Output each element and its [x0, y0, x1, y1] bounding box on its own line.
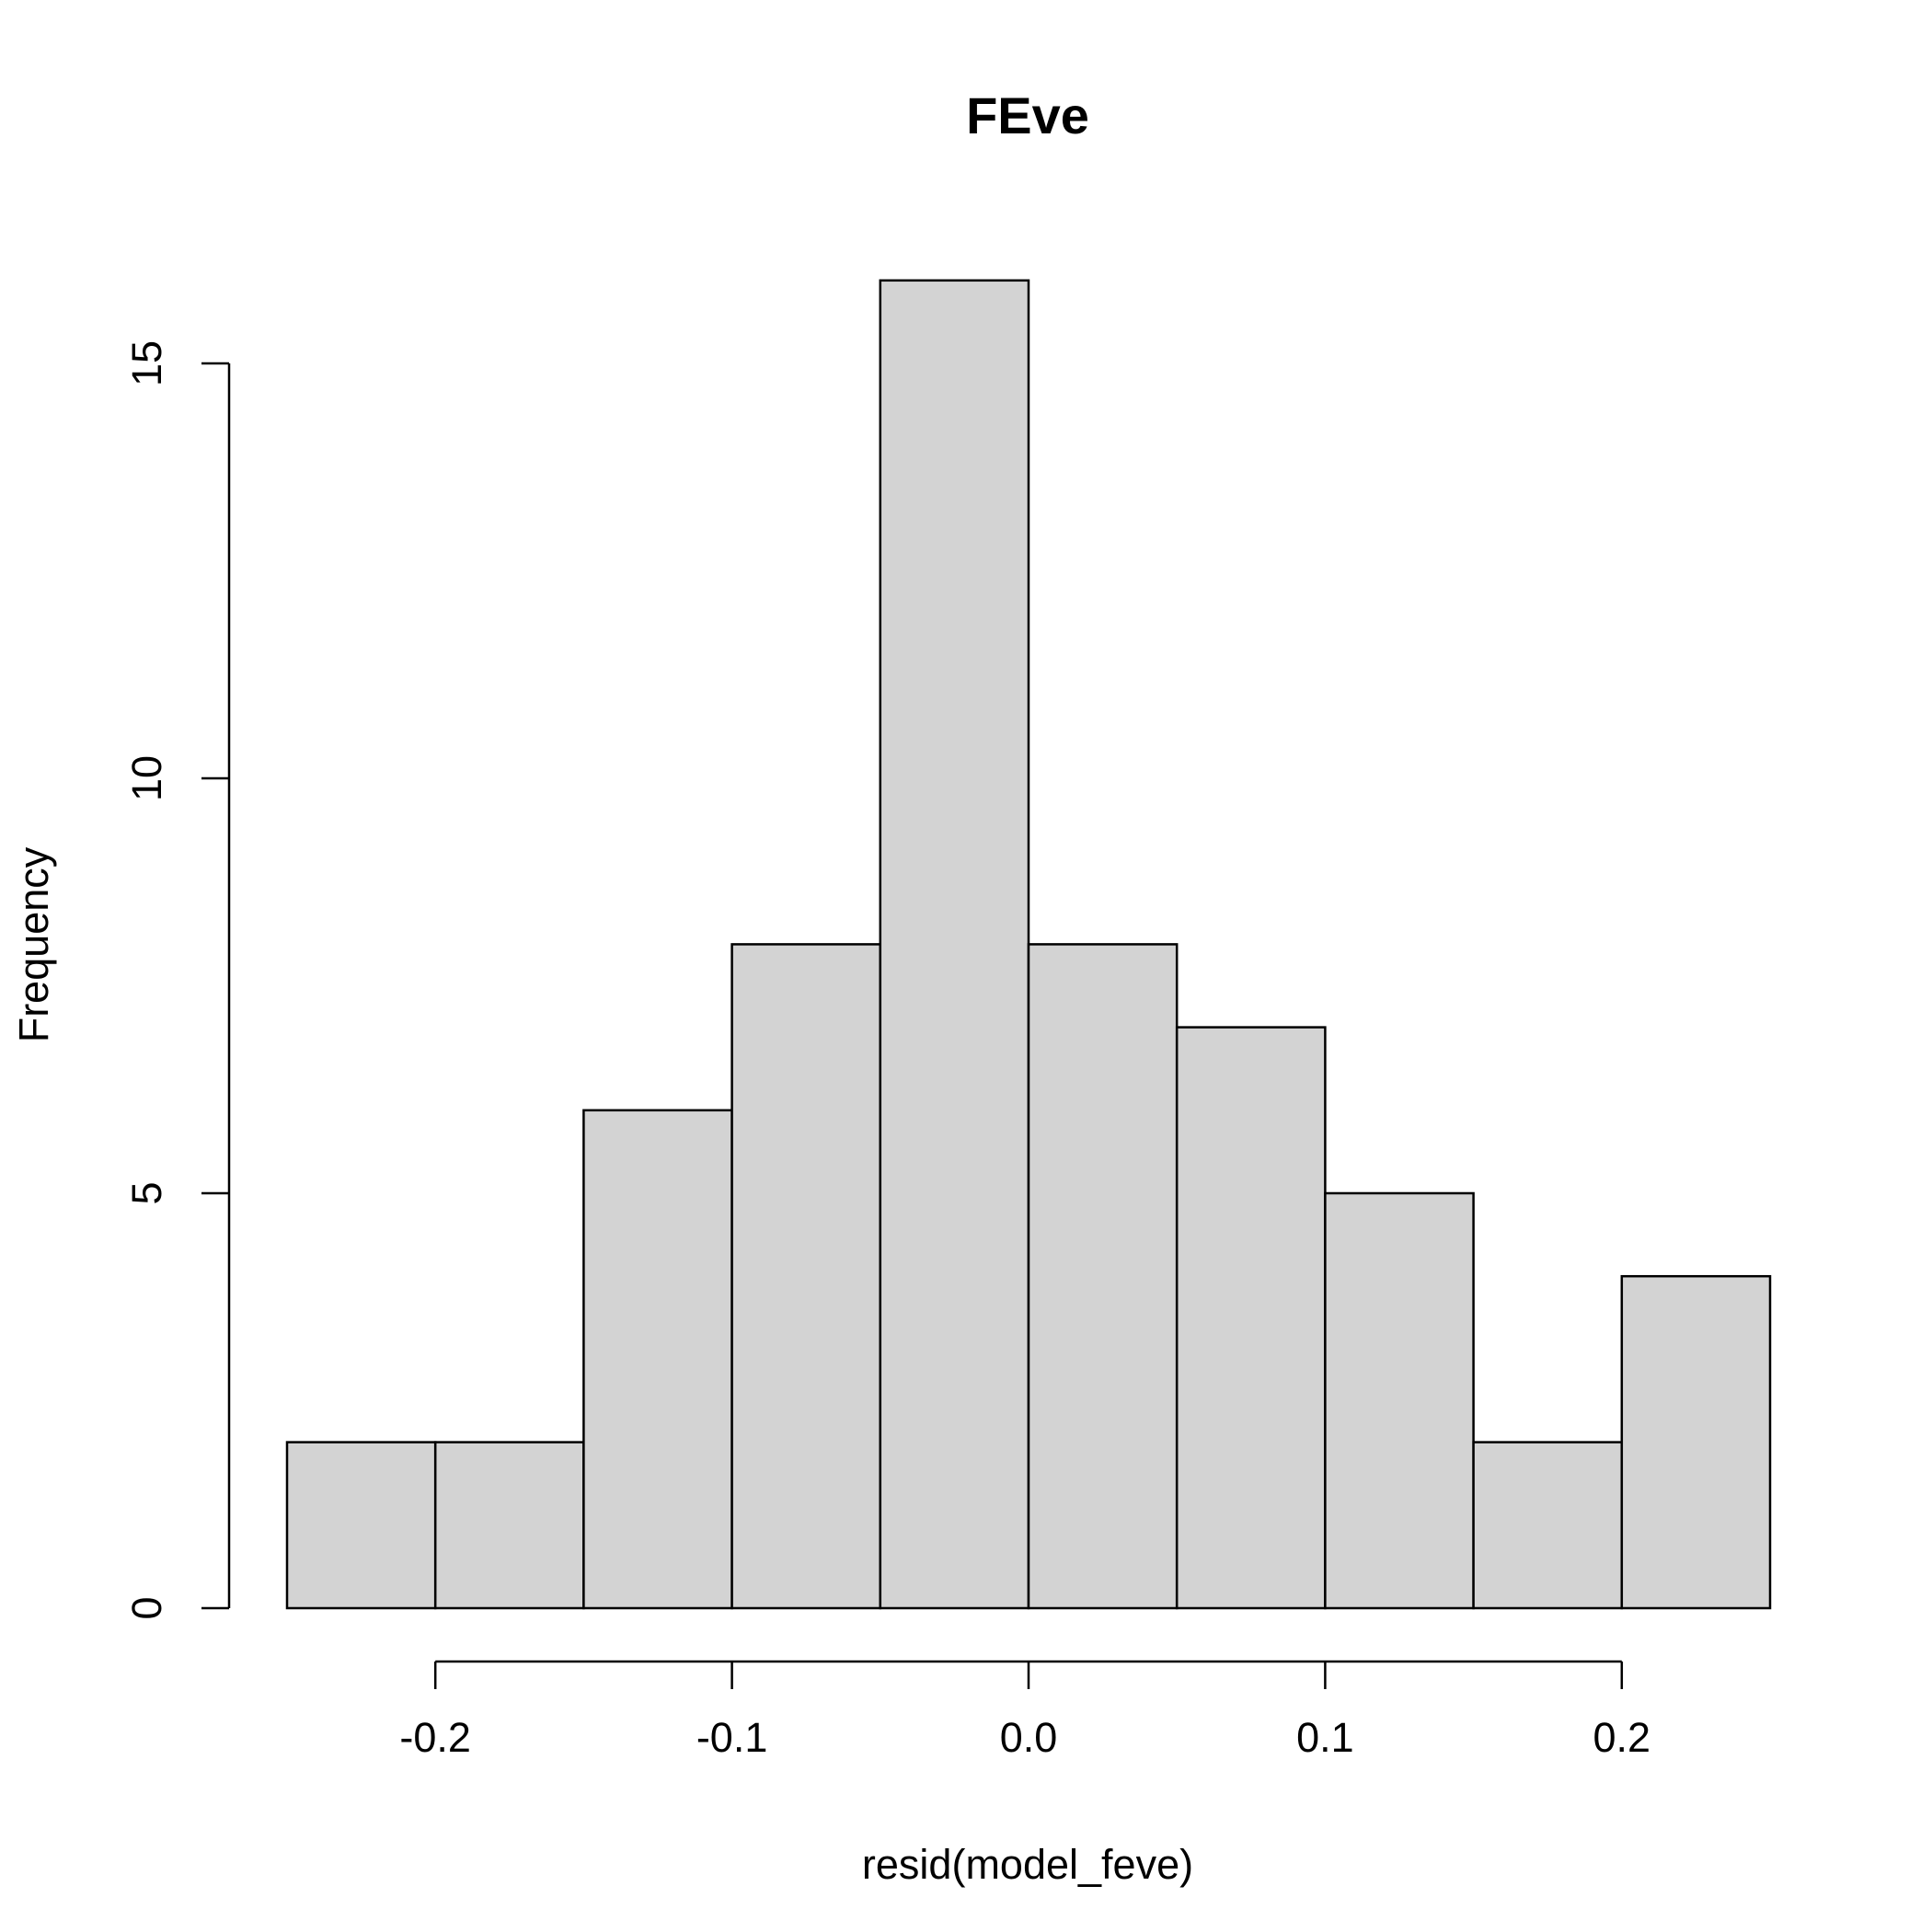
y-axis-label: Frequency	[10, 846, 57, 1042]
y-tick-label: 0	[123, 1596, 170, 1619]
chart-title: FEve	[966, 86, 1089, 144]
histogram-bar	[1472, 1441, 1624, 1610]
y-tick-label: 15	[123, 340, 170, 386]
x-axis-label: resid(model_feve)	[862, 1841, 1193, 1888]
x-tick-label: -0.2	[399, 1714, 471, 1761]
y-tick-label: 10	[123, 755, 170, 801]
x-tick-label: -0.1	[696, 1714, 768, 1761]
y-axis: 0 5 10 15	[123, 340, 231, 1620]
x-tick-label: 0.0	[1000, 1714, 1058, 1761]
histogram-bar	[730, 943, 882, 1610]
histogram-bar	[582, 1109, 733, 1610]
histogram-bar	[1324, 1191, 1475, 1610]
x-tick-label: 0.2	[1593, 1714, 1651, 1761]
histogram-bar	[1620, 1274, 1772, 1610]
x-axis: -0.2 -0.1 0.0 0.1 0.2	[399, 1660, 1651, 1761]
histogram-bar	[1175, 1026, 1327, 1610]
histogram-bar	[879, 279, 1030, 1610]
x-tick-label: 0.1	[1296, 1714, 1354, 1761]
histogram-bar	[1027, 943, 1179, 1610]
histogram-bar	[285, 1441, 437, 1610]
histogram-bar	[433, 1441, 585, 1610]
bars-group	[285, 279, 1772, 1610]
y-tick-label: 5	[123, 1181, 170, 1204]
